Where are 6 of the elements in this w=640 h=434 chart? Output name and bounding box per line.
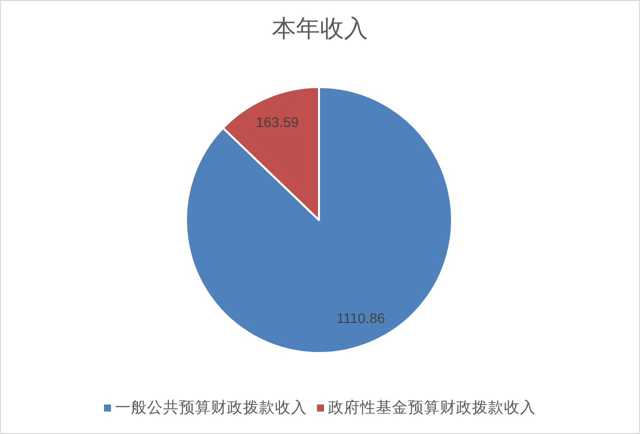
legend-label: 一般公共预算财政拨款收入 — [115, 398, 307, 416]
pie-slice — [185, 86, 453, 354]
legend-label: 政府性基金预算财政拨款收入 — [328, 398, 536, 416]
data-label: 163.59 — [256, 114, 299, 130]
chart-title: 本年收入 — [272, 16, 368, 42]
data-label: 1110.86 — [336, 310, 386, 326]
